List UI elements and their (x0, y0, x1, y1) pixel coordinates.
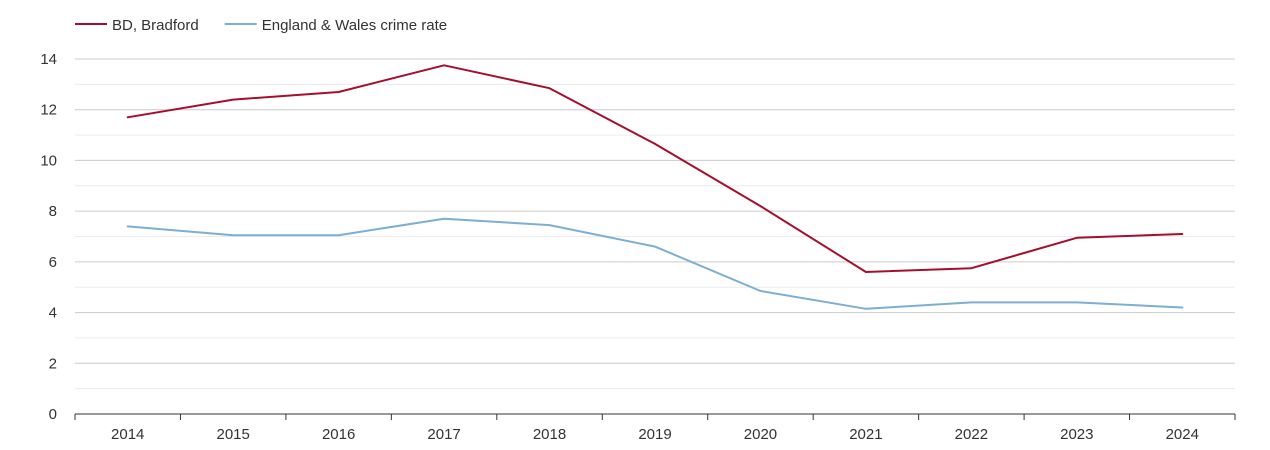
x-tick-label: 2021 (849, 426, 882, 443)
y-tick-label: 6 (49, 254, 57, 271)
series-lines (126, 64, 1184, 310)
y-tick-label: 12 (40, 102, 57, 119)
x-tick-label: 2020 (744, 426, 777, 443)
y-tick-label: 4 (49, 305, 57, 322)
y-tick-label: 14 (40, 51, 57, 68)
x-tick-label: 2014 (111, 426, 144, 443)
legend-label: England & Wales crime rate (262, 17, 447, 34)
x-tick-label: 2023 (1060, 426, 1093, 443)
y-tick-label: 2 (49, 355, 57, 372)
x-tick-label: 2019 (638, 426, 671, 443)
y-tick-label: 10 (40, 152, 57, 169)
y-tick-label: 0 (49, 406, 57, 423)
x-tick-label: 2016 (322, 426, 355, 443)
legend-item-2[interactable]: England & Wales crime rate (224, 17, 447, 34)
legend-label: BD, Bradford (112, 17, 199, 34)
legend-item-1[interactable]: BD, Bradford (75, 17, 199, 34)
x-tick-label: 2015 (216, 426, 249, 443)
legend: BD, Bradford England & Wales crime rate (75, 17, 447, 34)
y-tick-label: 8 (49, 203, 57, 220)
grid (75, 58, 1235, 390)
x-tick-label: 2017 (427, 426, 460, 443)
x-axis: 2014 2015 2016 2017 2018 2019 2020 2021 2022 2023… (74, 413, 1236, 443)
x-tick-label: 2024 (1166, 426, 1199, 443)
x-tick-label: 2018 (533, 426, 566, 443)
series-line-2 (126, 217, 1184, 310)
series-line-1 (126, 64, 1184, 273)
x-tick-label: 2022 (955, 426, 988, 443)
y-axis: 0 2 4 6 8 10 12 14 (40, 51, 57, 423)
